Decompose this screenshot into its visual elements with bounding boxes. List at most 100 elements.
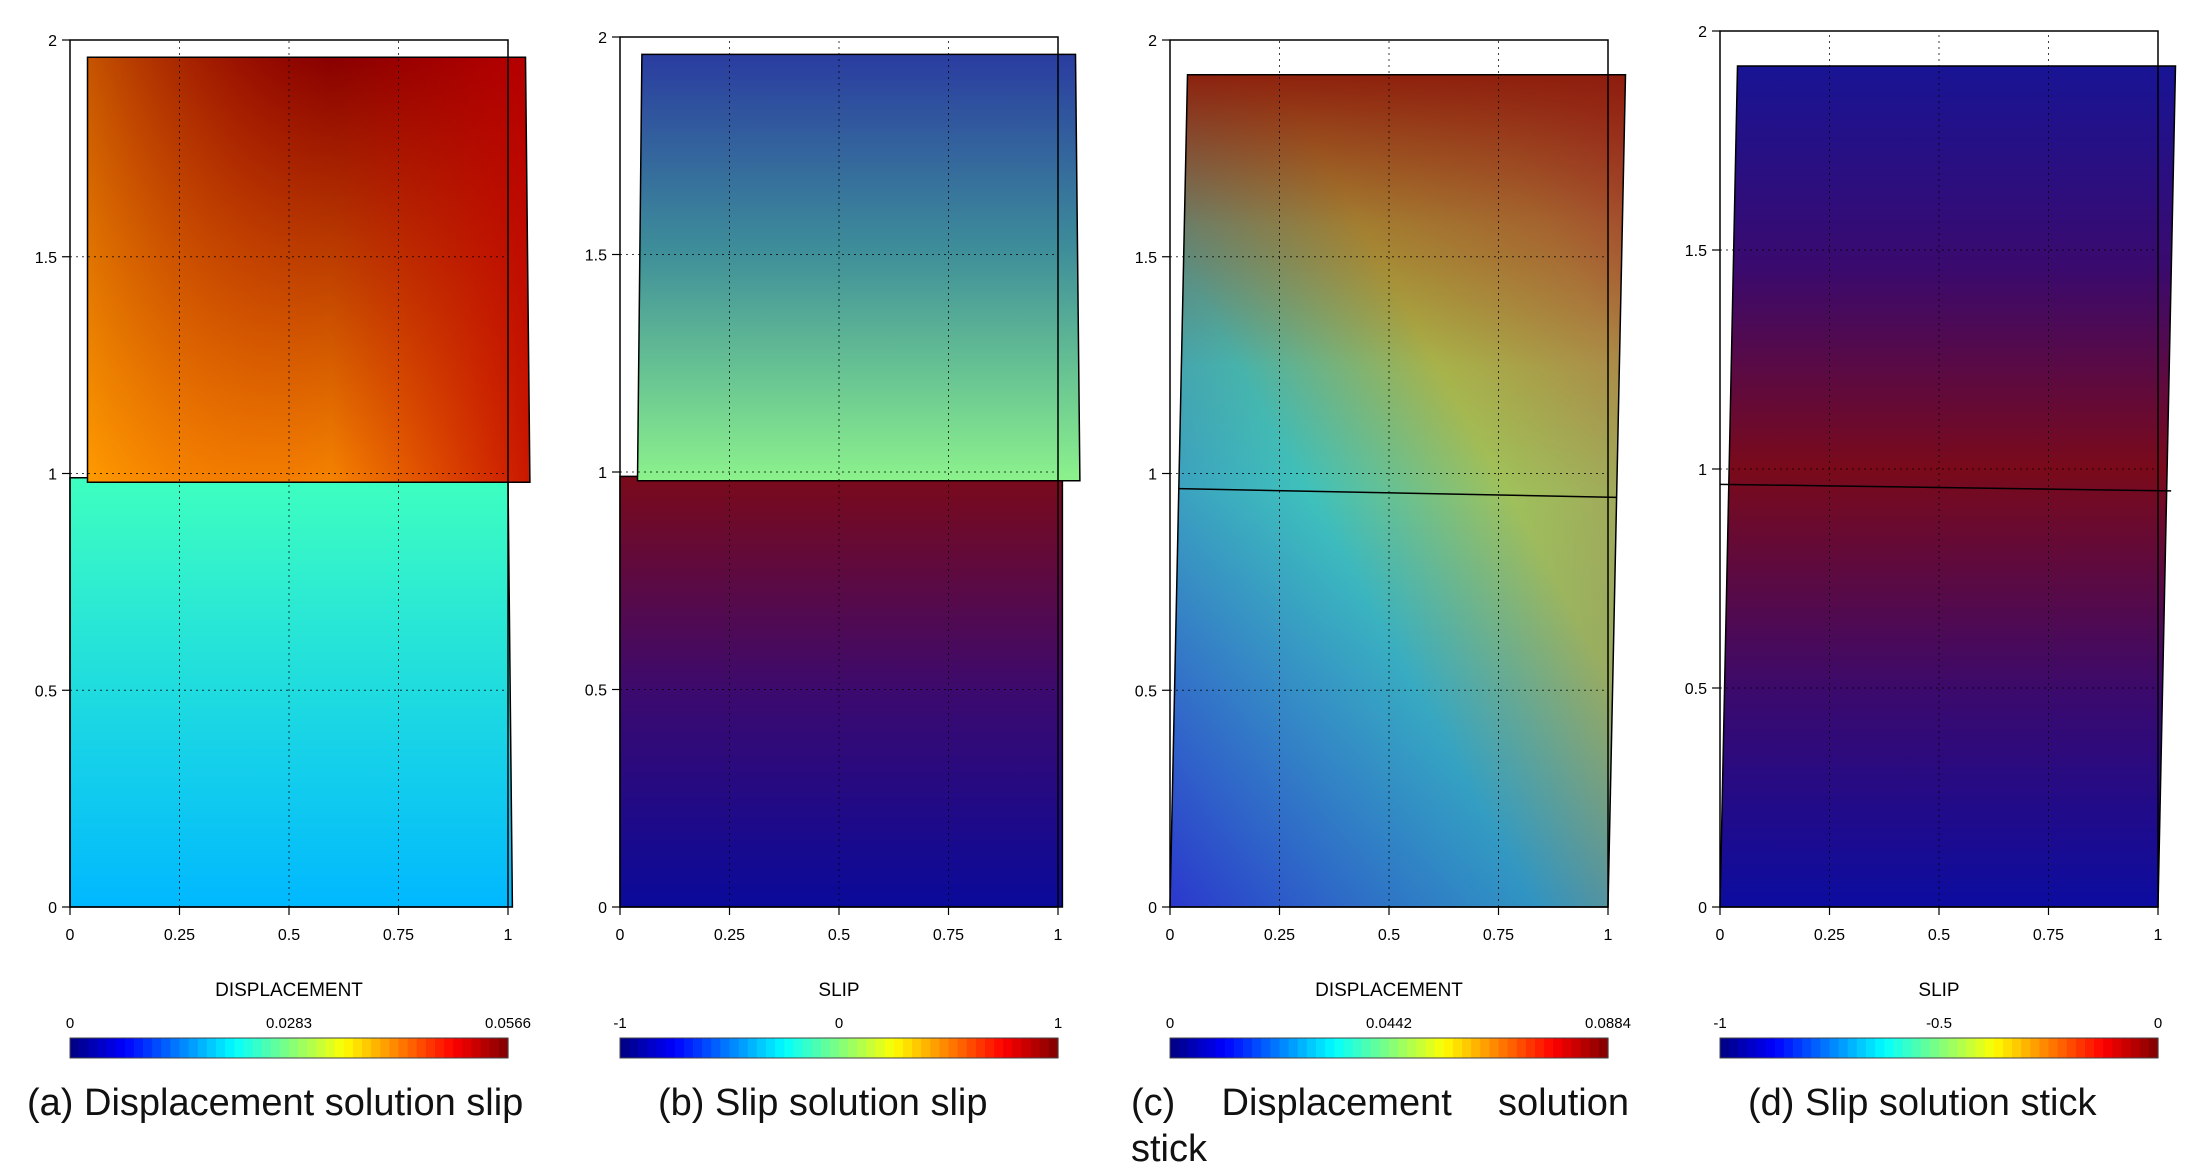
panel-d-colorbar-swatch	[1802, 1038, 1812, 1058]
panel-c-colorbar-swatch	[1197, 1038, 1208, 1058]
panel-b-colorbar-tick-label: -1	[613, 1015, 626, 1032]
panel-d-colorbar-swatch	[2103, 1038, 2113, 1058]
panel-b-colorbar-swatch	[702, 1038, 712, 1058]
panel-c-colorbar-swatch	[1443, 1038, 1454, 1058]
panel-c-x-tick-label: 1	[1604, 927, 1613, 944]
panel-a-colorbar-swatch	[307, 1038, 317, 1058]
panel-d-colorbar-swatch	[1720, 1038, 1730, 1058]
panel-d-colorbar-swatch	[2075, 1038, 2086, 1058]
panel-c-colorbar-swatch	[1535, 1038, 1545, 1058]
panel-d-colorbar-swatch	[2012, 1038, 2022, 1058]
panel-d-colorbar-tick-label: -1	[1713, 1015, 1726, 1032]
panel-d-colorbar-swatch	[2030, 1038, 2040, 1058]
panel-c-colorbar-swatch	[1361, 1038, 1372, 1058]
panel-d-colorbar-swatch	[1966, 1038, 1977, 1058]
panel-d-colorbar-swatch	[1920, 1038, 1931, 1058]
panel-a-x-tick-label: 0	[66, 927, 75, 944]
panel-b-colorbar-swatch	[1030, 1038, 1041, 1058]
panel-c-colorbar-tick-label: 0	[1166, 1015, 1174, 1032]
panel-b-colorbar-swatch	[738, 1038, 749, 1058]
panel-c-colorbar-swatch	[1516, 1038, 1527, 1058]
panel-b-colorbar-swatch	[893, 1038, 904, 1058]
panel-b-y-tick-label: 2	[598, 30, 607, 47]
panel-c-colorbar-swatch	[1452, 1038, 1463, 1058]
panel-c-colorbar-swatch	[1334, 1038, 1344, 1058]
panel-d-colorbar-swatch	[1783, 1038, 1794, 1058]
panel-b-colorbar-swatch	[975, 1038, 986, 1058]
panel-d-colorbar-swatch	[2148, 1038, 2159, 1058]
panel-a-colorbar-tick-label: 0.0283	[266, 1015, 312, 1032]
panel-c-x-tick-label: 0.75	[1483, 927, 1514, 944]
panel-c-colorbar-swatch	[1379, 1038, 1390, 1058]
panel-c-x-tick-label: 0	[1166, 927, 1175, 944]
panel-d-x-tick-label: 0.25	[1814, 927, 1845, 944]
panel-a-colorbar-swatch	[343, 1038, 354, 1058]
panel-c: 0 0.25 0.5 0.75 1 0 0.5 1 1.5 2 DISPLACEMENT 0 0.044…	[1135, 33, 1631, 1059]
panel-a-colorbar-swatch	[243, 1038, 254, 1058]
panel-c-colorbar-tick-label: 0.0442	[1366, 1015, 1412, 1032]
panel-c-colorbar-swatch	[1489, 1038, 1500, 1058]
panel-a-colorbar-swatch	[279, 1038, 290, 1058]
panel-c-y-tick-label: 2	[1148, 33, 1157, 50]
panel-d-colorbar-swatch	[2021, 1038, 2031, 1058]
panel-c-y-tick-label: 0.5	[1135, 683, 1157, 700]
caption-a: (a) Displacement solution slip	[27, 1082, 524, 1124]
panel-d: 0 0.25 0.5 0.75 1 0 0.5 1 1.5 2 SLIP -1 -0.5 0	[1685, 24, 2177, 1059]
panel-d-y-tick-label: 2	[1698, 24, 1707, 41]
panel-b-colorbar-swatch	[966, 1038, 977, 1058]
panel-a-colorbar-swatch	[298, 1038, 308, 1058]
panel-b-colorbar-swatch	[766, 1038, 776, 1058]
panel-a-colorbar-frame	[69, 1037, 509, 1059]
panel-a-colorbar-swatch	[79, 1038, 89, 1058]
panel-d-colorbar-swatch	[2094, 1038, 2104, 1058]
panel-a-colorbar-swatch	[498, 1038, 509, 1058]
panel-b-colorbar-swatch	[756, 1038, 767, 1058]
panel-b-colorbar-swatch	[994, 1038, 1004, 1058]
panel-a-colorbar-swatch	[362, 1038, 372, 1058]
panel-b-colorbar-label: SLIP	[818, 980, 859, 1001]
panel-b-colorbar-swatch	[811, 1038, 822, 1058]
panel-b-colorbar-swatch	[620, 1038, 630, 1058]
panel-a-colorbar-swatch	[124, 1038, 135, 1058]
panel-c-colorbar-swatch	[1270, 1038, 1281, 1058]
panel-c-colorbar-swatch	[1434, 1038, 1445, 1058]
panel-a-colorbar-tick-label: 0.0566	[485, 1015, 531, 1032]
panel-a-colorbar-swatch	[435, 1038, 445, 1058]
panel-b-x-tick-label: 0	[616, 927, 625, 944]
panel-d-colorbar-tick-label: -0.5	[1926, 1015, 1952, 1032]
panel-b-y-tick-label: 0.5	[585, 683, 607, 700]
panel-b-y-tick-label: 0	[598, 900, 607, 917]
panel-d-colorbar-swatch	[1948, 1038, 1958, 1058]
panel-d-colorbar-swatch	[1774, 1038, 1785, 1058]
panel-b-colorbar-swatch	[875, 1038, 886, 1058]
panel-a-colorbar-swatch	[115, 1038, 126, 1058]
panel-d-colorbar-swatch	[1765, 1038, 1776, 1058]
panel-a-colorbar-swatch	[352, 1038, 363, 1058]
panel-b-colorbar-swatch	[857, 1038, 867, 1058]
panel-c-colorbar-swatch	[1306, 1038, 1317, 1058]
panel-c-colorbar-swatch	[1389, 1038, 1399, 1058]
panel-d-colorbar-swatch	[1847, 1038, 1858, 1058]
panel-c-colorbar-swatch	[1480, 1038, 1490, 1058]
panel-a-field-lower-block	[69, 477, 514, 908]
panel-a-colorbar-swatch	[371, 1038, 381, 1058]
panel-c-colorbar-swatch	[1325, 1038, 1335, 1058]
panel-d-colorbar-swatch	[1793, 1038, 1803, 1058]
panel-a-colorbar-swatch	[188, 1038, 199, 1058]
panel-b-colorbar-swatch	[720, 1038, 731, 1058]
panel-a-colorbar-swatch	[216, 1038, 226, 1058]
panel-d-colorbar-swatch	[1866, 1038, 1876, 1058]
panel-d-colorbar-swatch	[2048, 1038, 2059, 1058]
panel-a-colorbar-swatch	[152, 1038, 162, 1058]
panel-a-colorbar-swatch	[70, 1038, 80, 1058]
panel-b-colorbar-swatch	[829, 1038, 840, 1058]
panel-b-colorbar-swatch	[1048, 1038, 1059, 1058]
panel-a-colorbar-swatch	[398, 1038, 409, 1058]
panel-c-colorbar-swatch	[1507, 1038, 1518, 1058]
panel-a-colorbar-swatch	[453, 1038, 463, 1058]
panel-c-colorbar-swatch	[1352, 1038, 1363, 1058]
panel-b-x-tick-label: 0.5	[828, 927, 850, 944]
panel-c-colorbar-swatch	[1571, 1038, 1582, 1058]
panel-c-colorbar-swatch	[1224, 1038, 1235, 1058]
panel-d-colorbar-swatch	[1756, 1038, 1767, 1058]
